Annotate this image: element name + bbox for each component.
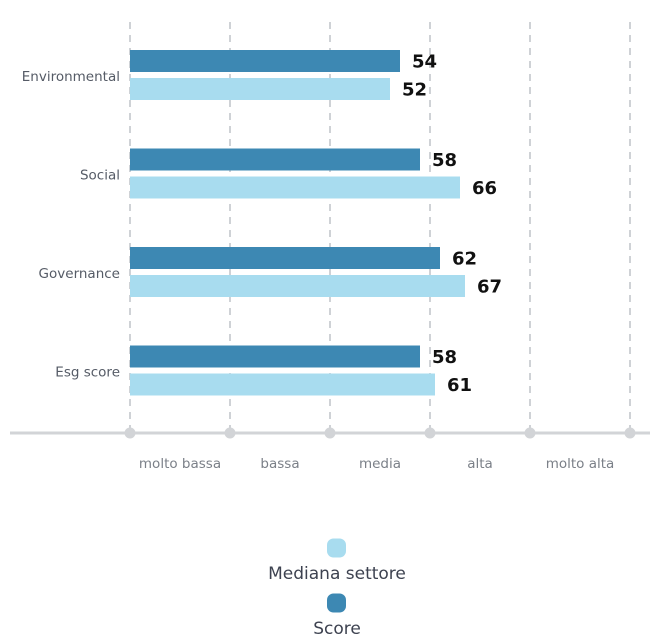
x-tick-label: alta [467,456,493,472]
value-label: 67 [477,277,502,298]
legend-label: Score [313,619,361,636]
bar-score [130,247,440,269]
value-label: 52 [402,80,427,101]
value-label: 58 [432,347,457,368]
x-axis-dot [224,427,236,439]
bar-mediana-settore [130,78,390,100]
bar-score [130,50,400,72]
bar-score [130,345,420,368]
category-label: Social [80,168,120,184]
legend-swatch [327,538,346,558]
value-label: 58 [432,150,457,171]
x-tick-label: bassa [260,456,299,472]
x-tick-label: molto bassa [139,456,221,472]
x-axis-dot [624,427,636,439]
bar-mediana-settore [130,373,435,396]
x-axis-dot [524,427,536,439]
bars [130,50,465,396]
bar-mediana-settore [130,176,460,199]
legend-swatch [327,593,346,613]
bar-mediana-settore [130,275,465,297]
category-label: Governance [39,266,120,282]
x-axis-dot [124,427,136,439]
category-label: Esg score [55,365,120,381]
bar-score [130,148,420,171]
x-axis-dot [424,427,436,439]
value-label: 66 [472,178,497,199]
value-label: 54 [412,52,437,73]
legend-label: Mediana settore [268,564,406,584]
value-label: 61 [447,375,472,396]
x-axis-dot [324,427,336,439]
category-label: Environmental [22,69,120,85]
value-label: 62 [452,249,477,270]
legend: Mediana settore Score [268,538,406,636]
x-axis: molto bassa bassa media alta molto alta [10,427,650,472]
x-tick-label: molto alta [546,456,615,472]
x-tick-label: media [359,456,401,472]
category-labels: Environmental Social Governance Esg score [22,69,120,381]
